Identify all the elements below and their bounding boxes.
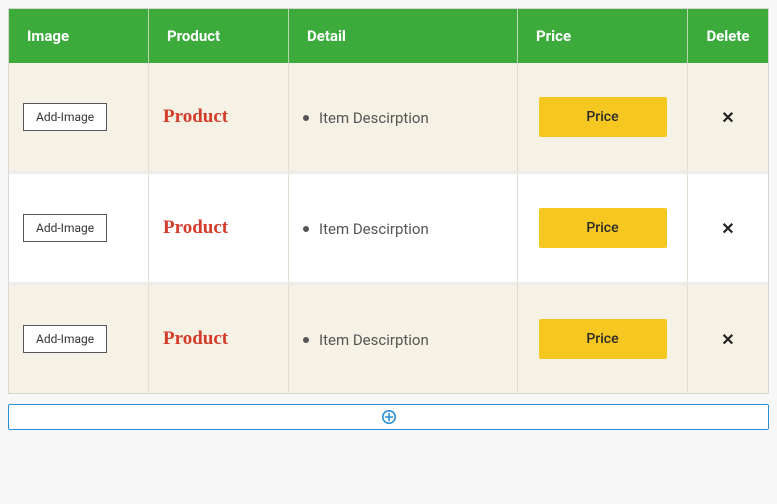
table-row: Add-Image Product Item Descirption Price…: [9, 63, 768, 171]
cell-image: Add-Image: [9, 282, 149, 393]
cell-detail: Item Descirption: [289, 171, 518, 282]
bullet-icon: [303, 226, 309, 232]
plus-circle-icon: [381, 409, 397, 425]
table-row: Add-Image Product Item Descirption Price…: [9, 282, 768, 393]
cell-product: Product: [149, 63, 289, 171]
add-image-button[interactable]: Add-Image: [23, 325, 107, 353]
table-header: Image Product Detail Price Delete: [9, 9, 768, 63]
cell-product: Product: [149, 282, 289, 393]
cell-image: Add-Image: [9, 171, 149, 282]
delete-icon[interactable]: ✕: [721, 219, 734, 238]
header-price: Price: [518, 9, 688, 63]
header-image: Image: [9, 9, 149, 63]
cell-price: Price: [518, 171, 688, 282]
bullet-icon: [303, 115, 309, 121]
cell-price: Price: [518, 282, 688, 393]
price-button[interactable]: Price: [539, 319, 667, 359]
header-delete: Delete: [688, 9, 768, 63]
table-row: Add-Image Product Item Descirption Price…: [9, 171, 768, 282]
detail-text[interactable]: Item Descirption: [319, 109, 429, 127]
cell-detail: Item Descirption: [289, 282, 518, 393]
product-name[interactable]: Product: [163, 106, 228, 127]
add-image-button[interactable]: Add-Image: [23, 103, 107, 131]
detail-text[interactable]: Item Descirption: [319, 220, 429, 238]
bullet-icon: [303, 337, 309, 343]
add-row-button[interactable]: [8, 404, 769, 430]
header-product: Product: [149, 9, 289, 63]
product-table: Image Product Detail Price Delete Add-Im…: [8, 8, 769, 394]
product-name[interactable]: Product: [163, 328, 228, 349]
cell-detail: Item Descirption: [289, 63, 518, 171]
cell-delete: ✕: [688, 282, 768, 393]
cell-image: Add-Image: [9, 63, 149, 171]
table-body: Add-Image Product Item Descirption Price…: [9, 63, 768, 393]
add-image-button[interactable]: Add-Image: [23, 214, 107, 242]
cell-delete: ✕: [688, 171, 768, 282]
header-detail: Detail: [289, 9, 518, 63]
product-name[interactable]: Product: [163, 217, 228, 238]
price-button[interactable]: Price: [539, 97, 667, 137]
delete-icon[interactable]: ✕: [721, 330, 734, 349]
cell-price: Price: [518, 63, 688, 171]
delete-icon[interactable]: ✕: [721, 108, 734, 127]
cell-delete: ✕: [688, 63, 768, 171]
price-button[interactable]: Price: [539, 208, 667, 248]
page-root: Image Product Detail Price Delete Add-Im…: [0, 0, 777, 438]
detail-text[interactable]: Item Descirption: [319, 331, 429, 349]
cell-product: Product: [149, 171, 289, 282]
